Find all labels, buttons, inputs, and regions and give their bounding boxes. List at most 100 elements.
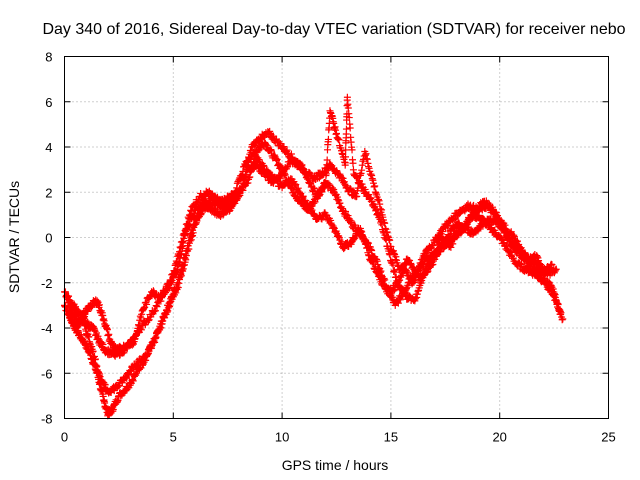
data-point [172,269,180,277]
data-point [489,203,497,211]
data-point [330,224,338,232]
data-point [523,255,531,263]
data-point [174,284,182,292]
data-point [340,245,348,253]
data-point [180,232,188,240]
data-point [177,250,185,258]
data-point [105,330,113,338]
data-point [380,274,388,282]
data-point [287,185,295,193]
data-point [244,179,252,187]
data-point [307,205,315,213]
data-point [247,167,255,175]
data-point [188,232,196,240]
data-point [344,212,352,220]
data-point [396,276,404,284]
data-point [183,226,191,234]
data-point [508,251,516,259]
data-point [152,302,160,310]
data-point [310,199,318,207]
data-point [242,170,250,178]
data-point [262,141,270,149]
data-point [402,267,410,275]
data-point [363,155,371,163]
data-point [548,261,556,269]
data-point [341,159,349,167]
y-tick-label: 6 [45,95,52,110]
data-point [391,268,399,276]
x-tick-label: 20 [492,430,506,445]
data-point [175,279,183,287]
data-point [65,298,73,306]
data-point [404,268,412,276]
data-point [322,179,330,187]
data-point [416,278,424,286]
data-point [450,216,458,224]
data-point [89,347,97,355]
data-point [552,265,560,273]
data-point [342,146,350,154]
data-point [375,272,383,280]
x-tick-label: 25 [601,430,615,445]
series-track-4 [65,152,556,397]
data-point [366,194,374,202]
data-point [548,286,556,294]
data-point [365,164,373,172]
data-point [186,237,194,245]
data-point [374,195,382,203]
data-point [328,162,336,170]
data-point [144,317,152,325]
data-point [439,228,447,236]
x-tick-label: 10 [275,430,289,445]
data-point [320,179,328,187]
data-point [469,213,477,221]
data-point [492,209,500,217]
data-point [509,254,517,262]
data-point [332,228,340,236]
data-point [266,127,274,135]
data-point [414,287,422,295]
data-point [375,197,383,205]
data-point [176,254,184,262]
data-point [450,236,458,244]
data-point [372,189,380,197]
data-point [177,250,185,258]
data-point [137,314,145,322]
x-tick-label: 15 [384,430,398,445]
data-point [189,229,197,237]
data-point [167,278,175,286]
data-point [310,184,318,192]
data-point [445,232,453,240]
data-point [179,237,187,245]
data-point [334,196,342,204]
data-point [358,228,366,236]
data-point [153,303,161,311]
data-point [280,143,288,151]
data-point [259,161,267,169]
data-point [365,191,373,199]
data-point [268,147,276,155]
data-point [233,196,241,204]
data-point [145,316,153,324]
data-point [151,338,159,346]
data-point [368,171,376,179]
data-point [150,308,158,316]
data-point [553,298,561,306]
data-point [190,211,198,219]
data-point [195,212,203,220]
data-point [163,308,171,316]
data-point [342,125,350,133]
y-tick-label: -2 [41,276,53,291]
data-point [389,261,397,269]
y-tick-label: 0 [45,231,52,246]
data-point [368,175,376,183]
data-point [317,188,325,196]
data-point [273,157,281,165]
data-point [158,320,166,328]
data-point [283,163,291,171]
data-point [152,334,160,342]
data-point [203,201,211,209]
data-point [263,142,271,150]
plot-frame [64,56,609,419]
data-point [413,293,421,301]
